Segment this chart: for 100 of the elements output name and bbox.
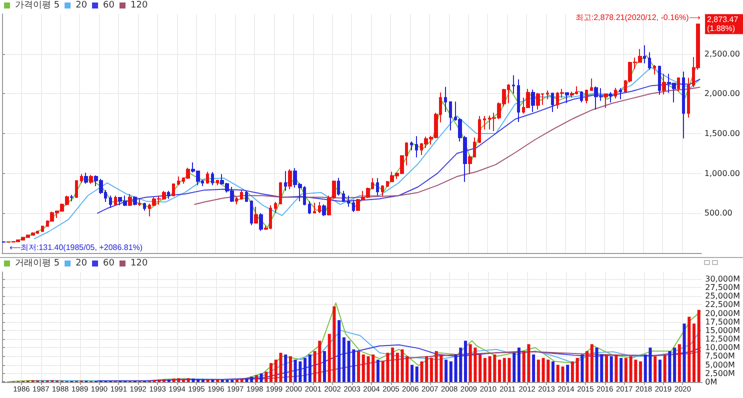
y-tick-label: 2,500M <box>705 368 736 378</box>
bar <box>415 366 418 382</box>
y-tick-label: 10,000M <box>705 343 740 352</box>
bar <box>357 351 360 382</box>
candlestick <box>614 87 617 99</box>
legend-label: 60 <box>103 0 115 10</box>
y-tick-label: 27,500M <box>705 282 740 292</box>
candlestick <box>449 101 452 131</box>
bar <box>216 379 220 382</box>
bar <box>688 316 691 382</box>
bar <box>206 379 210 382</box>
y-tick-label: 2,500.00 <box>704 49 740 58</box>
bar <box>620 358 623 382</box>
candlestick <box>288 168 292 190</box>
candlestick <box>590 78 593 91</box>
annotation: ⟵최저:131.40(1985/05, +2086.81%) <box>9 243 143 252</box>
legend-label: 120 <box>130 0 148 10</box>
candlestick <box>352 199 355 212</box>
candlestick <box>536 92 540 110</box>
bar <box>508 358 511 382</box>
bar <box>342 337 346 382</box>
bar <box>464 340 467 382</box>
bar <box>192 378 195 382</box>
candlestick <box>70 194 73 202</box>
bar <box>420 361 424 382</box>
candlestick <box>682 71 685 139</box>
legend-label: 거래이평 5 <box>15 258 60 268</box>
legend-label: 60 <box>103 258 115 268</box>
bar <box>284 354 288 382</box>
candlestick <box>143 202 146 212</box>
candlestick <box>585 89 588 104</box>
bar <box>502 358 506 382</box>
candlestick <box>109 195 112 208</box>
legend-label: 120 <box>130 258 148 268</box>
candlestick <box>546 90 549 100</box>
bar <box>512 352 516 382</box>
candlestick <box>342 190 345 203</box>
bar <box>614 354 618 382</box>
candlestick <box>250 200 253 226</box>
y-tick-label: 25,000M <box>705 292 740 301</box>
bar <box>673 348 676 382</box>
candlestick <box>604 93 608 109</box>
candlestick <box>308 200 311 214</box>
candlestick <box>235 196 238 205</box>
candlestick <box>206 171 209 184</box>
candlestick <box>172 183 175 197</box>
annotation: 최고:2,878.21(2020/12, -0.16%)⟶ <box>575 13 701 22</box>
candlestick <box>658 65 661 96</box>
legend-label: 20 <box>76 0 88 10</box>
bar <box>449 361 452 382</box>
y-tick-label: 17,500M <box>705 317 740 326</box>
candlestick <box>313 202 316 214</box>
bar <box>264 372 268 382</box>
candlestick <box>240 190 243 200</box>
legend-label: 가격이평 5 <box>15 0 60 10</box>
y-tick-label: 20,000M <box>705 308 740 318</box>
annotation: 2,873.47 (1.88%) <box>707 15 739 34</box>
candlestick <box>138 198 141 206</box>
bar <box>663 354 666 382</box>
bar <box>308 354 312 382</box>
bar <box>658 360 662 382</box>
bar <box>604 354 608 382</box>
y-tick-label: 1,500.00 <box>704 129 740 138</box>
y-tick-label: 2,000.00 <box>704 89 740 98</box>
bar <box>250 376 254 382</box>
candlestick <box>415 136 418 158</box>
bar <box>362 354 365 382</box>
candlestick <box>619 88 622 100</box>
bar <box>304 358 307 382</box>
bar <box>288 356 292 382</box>
y-tick-label: 15,000M <box>705 326 740 335</box>
candlestick <box>216 179 219 186</box>
candlestick <box>609 92 612 103</box>
line-series <box>97 78 700 214</box>
line-series <box>194 86 700 205</box>
candlestick <box>662 73 666 95</box>
bar <box>245 378 248 382</box>
y-tick-label: 5,000M <box>705 360 736 370</box>
y-tick-label: 22,500M <box>705 300 740 310</box>
candlestick <box>133 196 137 206</box>
bar <box>430 358 433 382</box>
y-tick-label: 1,000.00 <box>704 168 740 178</box>
candlestick <box>322 204 326 217</box>
bar <box>338 320 341 382</box>
candlestick <box>318 202 321 214</box>
candlestick <box>80 174 83 184</box>
bar <box>570 361 574 382</box>
candlestick <box>89 174 93 184</box>
bar <box>270 363 273 382</box>
candlestick <box>41 225 44 232</box>
candlestick <box>84 172 88 184</box>
y-tick-label: 0M <box>705 378 718 386</box>
bar <box>624 358 628 382</box>
candlestick <box>128 194 132 206</box>
bar <box>254 375 258 382</box>
candlestick <box>186 167 190 180</box>
bar <box>566 364 570 382</box>
candlestick <box>211 172 214 186</box>
bar <box>576 358 579 382</box>
bar <box>610 356 613 382</box>
